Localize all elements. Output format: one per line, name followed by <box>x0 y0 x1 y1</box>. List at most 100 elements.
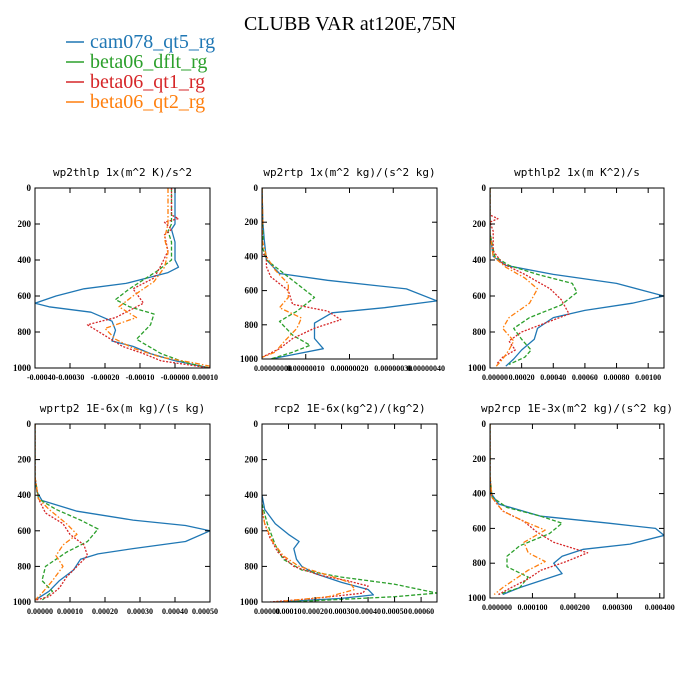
x-tick-label: 0.00010 <box>276 607 302 616</box>
x-tick-label: 0.00010 <box>57 607 83 616</box>
y-tick-label: 200 <box>245 455 259 465</box>
x-tick-label: 0.00050 <box>382 607 408 616</box>
x-tick-label: 0.00000020 <box>331 364 369 373</box>
y-tick-label: 400 <box>473 489 487 499</box>
y-tick-label: 800 <box>245 561 259 571</box>
x-tick-label: 0.000400 <box>645 603 675 612</box>
x-tick-label: 0.00000 <box>482 373 508 382</box>
y-tick-label: 400 <box>245 251 259 261</box>
series-line <box>262 509 369 602</box>
y-tick-label: 1000 <box>468 593 487 603</box>
series-line <box>35 424 99 601</box>
series-line <box>262 188 316 359</box>
series-line <box>104 188 210 367</box>
panel: wprtp2 1E-6x(m kg)/(s kg) 0 200 400 600 800 10… <box>13 402 218 616</box>
y-tick-label: 0 <box>27 419 32 429</box>
y-tick-label: 400 <box>18 490 32 500</box>
x-tick-label: 0.00000030 <box>374 364 412 373</box>
x-tick-label: 0.00000010 <box>287 364 325 373</box>
y-tick-label: 800 <box>18 561 32 571</box>
series-line <box>262 495 375 602</box>
series-line <box>35 188 210 368</box>
x-tick-label: 0.00010 <box>192 373 218 382</box>
x-tick-label: 0.000100 <box>517 603 547 612</box>
series-line <box>490 188 578 365</box>
y-tick-label: 800 <box>473 558 487 568</box>
series-line <box>490 188 664 367</box>
panel: wp2rcp 1E-3x(m^2 kg)/(s^2 kg) 0 200 400 600 8… <box>468 402 675 612</box>
x-tick-label: 0.00000 <box>27 607 53 616</box>
y-tick-label: 0 <box>254 419 259 429</box>
y-tick-label: 0 <box>482 419 487 429</box>
panel-title: wp2rcp 1E-3x(m^2 kg)/(s^2 kg) <box>481 402 673 415</box>
x-tick-label: 0.00050 <box>192 607 218 616</box>
panel-title: rcp2 1E-6x(kg^2)/(kg^2) <box>273 402 425 415</box>
x-tick-label: -0.00010 <box>126 373 155 382</box>
panel: wpthlp2 1x(m K^2)/s020040060080010000.00… <box>468 166 665 382</box>
y-tick-label: 200 <box>18 455 32 465</box>
x-tick-label: 0.00000 <box>254 607 280 616</box>
series-line <box>262 509 356 602</box>
x-tick-label: 0.00000040 <box>407 364 445 373</box>
x-tick-label: -0.00030 <box>56 373 85 382</box>
panel-title: wp2rtp 1x(m^2 kg)/(s^2 kg) <box>263 166 435 179</box>
series-line <box>86 188 210 368</box>
series-line <box>490 424 546 596</box>
series-line <box>35 424 210 601</box>
y-tick-label: 1000 <box>468 363 487 373</box>
y-tick-label: 1000 <box>13 597 32 607</box>
figure-title: CLUBB VAR at120E,75N <box>244 13 456 35</box>
legend-label: beta06_dflt_rg <box>90 51 207 73</box>
plot-frame <box>489 187 665 369</box>
x-tick-label: 0.00100 <box>635 373 661 382</box>
series-line <box>262 188 303 358</box>
y-tick-label: 400 <box>473 255 487 265</box>
legend-label: beta06_qt2_rg <box>90 91 205 113</box>
y-tick-label: 600 <box>245 526 259 536</box>
y-tick-label: 1000 <box>240 354 259 364</box>
y-tick-label: 200 <box>473 454 487 464</box>
panel-title: wprtp2 1E-6x(m kg)/(s kg) <box>40 402 206 415</box>
series-line <box>262 503 437 602</box>
panel-title: wp2thlp 1x(m^2 K)/s^2 <box>53 166 192 179</box>
x-tick-label: 0.00020 <box>509 373 535 382</box>
y-tick-label: 200 <box>473 219 487 229</box>
series-line <box>490 424 563 596</box>
y-tick-label: 1000 <box>240 597 259 607</box>
x-tick-label: 0.000000 <box>482 603 512 612</box>
panel: wp2thlp 1x(m^2 K)/s^202004006008001000-0… <box>13 166 218 382</box>
y-tick-label: 600 <box>473 523 487 533</box>
plot-frame <box>489 423 665 599</box>
y-tick-label: 1000 <box>13 363 32 373</box>
plot-frame <box>34 423 211 603</box>
x-tick-label: -0.00040 <box>27 373 56 382</box>
plot-area <box>262 495 437 602</box>
x-tick-label: 0.00060 <box>572 373 598 382</box>
series-line <box>490 188 570 365</box>
x-tick-label: 0.00030 <box>329 607 355 616</box>
y-tick-label: 200 <box>18 219 32 229</box>
x-tick-label: 0.00040 <box>355 607 381 616</box>
x-tick-label: 0.00000000 <box>254 364 292 373</box>
series-line <box>262 188 342 358</box>
y-tick-label: 800 <box>245 320 259 330</box>
x-tick-label: 0.00060 <box>408 607 434 616</box>
x-tick-label: 0.00020 <box>302 607 328 616</box>
series-line <box>490 424 664 596</box>
x-tick-label: 0.00040 <box>162 607 188 616</box>
panel: rcp2 1E-6x(kg^2)/(kg^2) 0 200 400 600 800 1000… <box>240 402 438 616</box>
plot-area <box>35 188 210 368</box>
x-tick-label: 0.00040 <box>540 373 566 382</box>
y-tick-label: 0 <box>254 183 259 193</box>
y-tick-label: 800 <box>473 327 487 337</box>
plot-frame <box>34 187 211 369</box>
series-line <box>262 188 437 359</box>
x-tick-label: 0.000200 <box>560 603 590 612</box>
y-tick-label: 800 <box>18 327 32 337</box>
y-tick-label: 0 <box>482 183 487 193</box>
legend-label: cam078_qt5_rg <box>90 31 215 53</box>
series-line <box>114 188 210 368</box>
plot-area <box>490 188 664 367</box>
plot-area <box>35 424 210 601</box>
